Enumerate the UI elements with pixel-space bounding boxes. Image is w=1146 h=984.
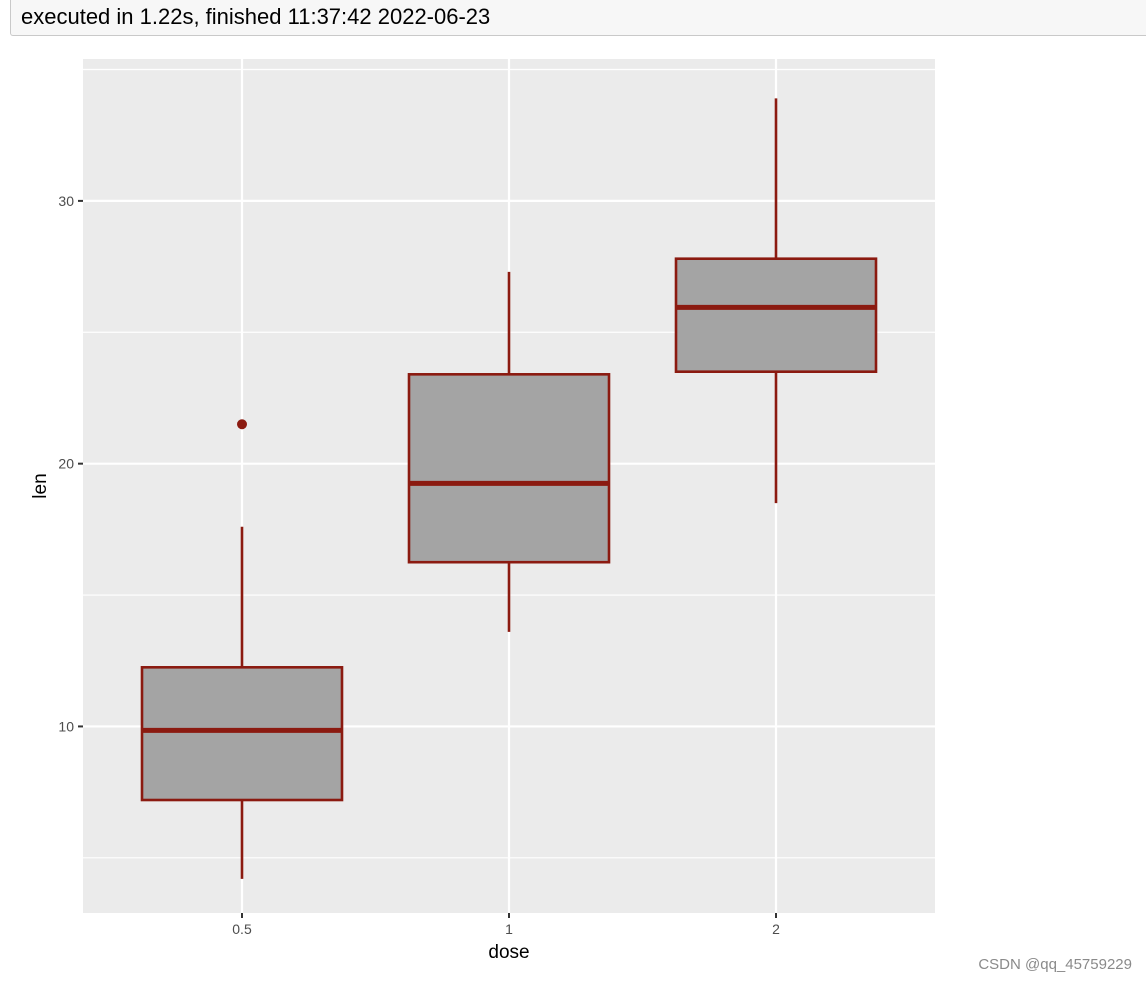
outlier-point — [237, 419, 247, 430]
box-group — [674, 98, 878, 504]
x-tick-label: 0.5 — [232, 921, 252, 937]
box-group — [140, 419, 344, 879]
x-axis-title: dose — [488, 942, 529, 963]
x-tick-label: 1 — [505, 921, 513, 937]
box-body — [407, 373, 611, 564]
box-group — [407, 271, 611, 632]
box-series — [140, 98, 878, 879]
y-axis-title: len — [30, 473, 51, 498]
axis-ticks: 10 20 30 0.5 1 2 — [58, 193, 780, 937]
y-tick-label: 20 — [58, 456, 74, 472]
box-body — [140, 666, 344, 802]
y-tick-label: 30 — [58, 193, 74, 209]
x-tick-label: 2 — [772, 921, 780, 937]
box-body — [674, 257, 878, 373]
execution-status-bar: executed in 1.22s, finished 11:37:42 202… — [10, 0, 1146, 36]
watermark-text: CSDN @qq_45759229 — [978, 956, 1132, 973]
y-tick-label: 10 — [58, 718, 74, 734]
execution-status-text: executed in 1.22s, finished 11:37:42 202… — [21, 4, 491, 29]
